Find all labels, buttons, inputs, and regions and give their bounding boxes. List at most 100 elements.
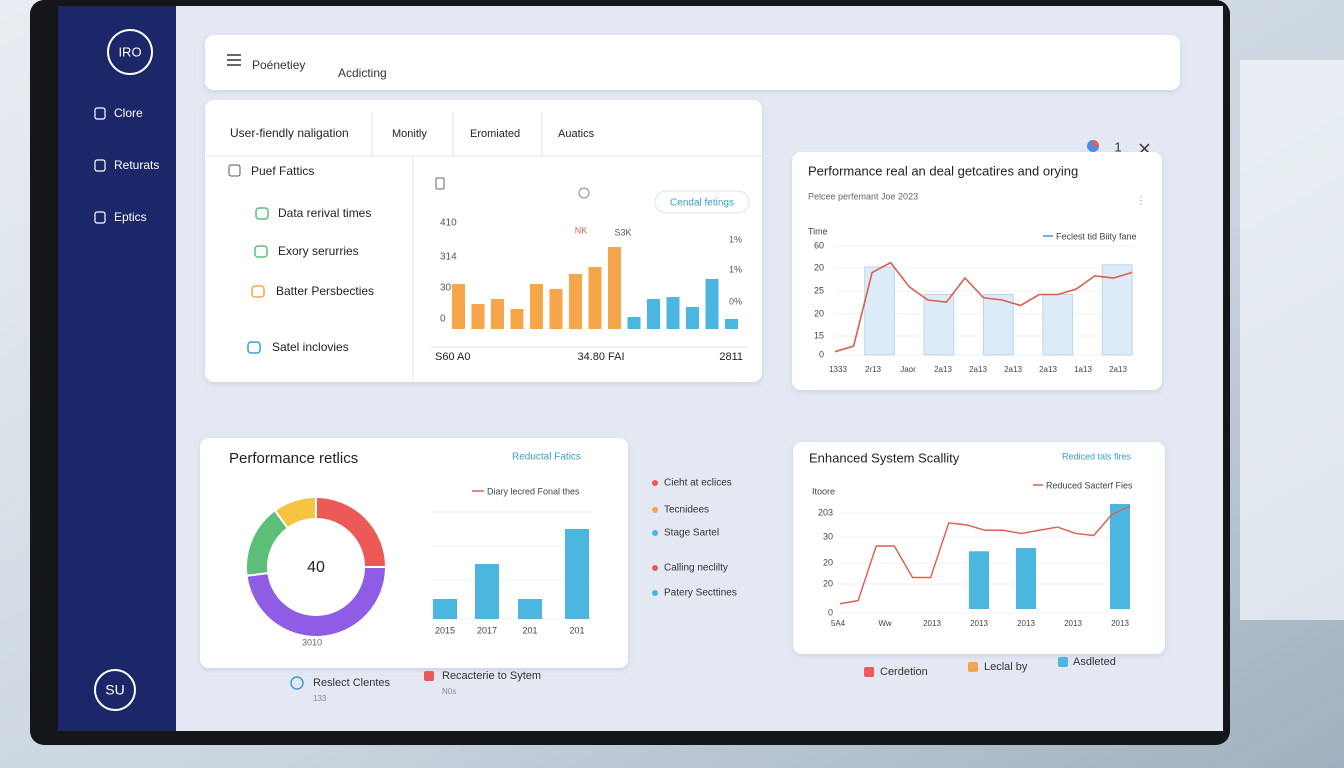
trend-line bbox=[839, 505, 1131, 605]
y-tick-label: 20 bbox=[814, 262, 824, 272]
donut-caption: 3010 bbox=[302, 637, 322, 647]
bar bbox=[608, 247, 621, 329]
nav-icon bbox=[94, 107, 106, 120]
list-title: Puef Fattics bbox=[251, 164, 314, 178]
y2-tick-label: 1% bbox=[729, 234, 742, 244]
bar bbox=[1016, 548, 1036, 609]
bar bbox=[518, 599, 542, 619]
logo-ring bbox=[107, 29, 153, 75]
x-tick-label: Jaor bbox=[900, 365, 916, 374]
tab[interactable]: Monitly bbox=[392, 128, 427, 140]
x-tick-label: 2a13 bbox=[1004, 365, 1022, 374]
legend-label: Cieht at eclices bbox=[664, 478, 732, 489]
settings-button-label: Cendal fetings bbox=[670, 198, 734, 209]
x-tick-label: 2a13 bbox=[934, 365, 952, 374]
user-avatar[interactable] bbox=[94, 669, 136, 711]
dropdown[interactable]: Reductal Fatics bbox=[512, 452, 581, 463]
tab[interactable]: Auatics bbox=[558, 128, 595, 140]
list-item[interactable]: Exory serurries bbox=[278, 244, 359, 258]
legend-label: Asdleted bbox=[1073, 656, 1116, 668]
legend-dot bbox=[652, 507, 658, 513]
legend-label: Feclest tid Biity fane bbox=[1056, 231, 1137, 241]
nav-item[interactable]: Returats bbox=[114, 158, 159, 172]
x-tick-label: 2a13 bbox=[1109, 365, 1127, 374]
bar bbox=[647, 299, 660, 329]
y-tick-label: 314 bbox=[440, 252, 457, 263]
legend-label: Stage Sartel bbox=[664, 528, 719, 539]
bar bbox=[475, 564, 499, 619]
legend-icon bbox=[290, 676, 304, 690]
y-tick-label: 0 bbox=[819, 349, 824, 359]
settings-button[interactable] bbox=[654, 190, 750, 214]
topbar-item[interactable]: Poénetiey bbox=[252, 58, 305, 72]
y-tick-label: 0 bbox=[828, 607, 833, 617]
app-icon-part bbox=[1093, 140, 1099, 146]
x-tick-label: 2a13 bbox=[1039, 365, 1057, 374]
nav-item[interactable]: Eptics bbox=[114, 210, 147, 224]
tab[interactable]: Eromiated bbox=[470, 128, 520, 140]
x-label: 2811 bbox=[719, 351, 743, 363]
list-icon bbox=[251, 285, 265, 298]
list-icon bbox=[254, 245, 268, 258]
list-item[interactable]: Batter Persbecties bbox=[276, 284, 374, 298]
dropdown[interactable]: Rediced tals fires bbox=[1062, 451, 1132, 461]
area-column bbox=[1042, 294, 1074, 356]
x-label: 34.80 FAI bbox=[577, 351, 624, 363]
legend-dot bbox=[652, 480, 658, 486]
x-tick-label: 201 bbox=[522, 625, 537, 635]
y-tick-label: 20 bbox=[823, 578, 833, 588]
x-tick-label: 1a13 bbox=[1074, 365, 1092, 374]
x-tick-label: 2013 bbox=[923, 619, 941, 628]
tab[interactable]: User-fiendly naligation bbox=[230, 126, 349, 140]
legend-icon bbox=[864, 667, 874, 677]
y-tick-label: 203 bbox=[818, 507, 833, 517]
bar bbox=[549, 289, 563, 329]
legend-label: Tecnidees bbox=[664, 505, 709, 516]
panel-title: Performance real an deal getcatires and … bbox=[808, 163, 1078, 178]
checkbox[interactable] bbox=[228, 164, 241, 177]
bar bbox=[510, 309, 524, 329]
legend-label: Reslect Clentes bbox=[313, 677, 391, 689]
more-menu[interactable]: ⋮ bbox=[1136, 196, 1146, 207]
area-column bbox=[983, 294, 1014, 356]
bar bbox=[705, 279, 719, 329]
y-tick-label: 20 bbox=[823, 557, 833, 567]
topbar bbox=[205, 35, 1180, 90]
list-item[interactable]: Satel inclovies bbox=[272, 340, 349, 354]
y2-tick-label: 0% bbox=[729, 296, 742, 306]
list-item[interactable]: Data rerival times bbox=[278, 206, 371, 220]
y-tick-label: 30 bbox=[823, 531, 833, 541]
bar bbox=[588, 267, 602, 329]
bar bbox=[530, 284, 543, 329]
legend-icon bbox=[424, 671, 434, 681]
y-tick-label: 25 bbox=[814, 285, 824, 295]
legend-label: Calling neclilty bbox=[664, 563, 728, 574]
close-icon bbox=[1139, 143, 1150, 154]
x-tick-label: 2r13 bbox=[865, 365, 882, 374]
y-tick-label: 0 bbox=[440, 314, 446, 325]
user-initials: SU bbox=[105, 682, 124, 698]
topbar-item[interactable]: Acdicting bbox=[338, 66, 387, 80]
annotation: S3K bbox=[614, 227, 631, 237]
trend-line bbox=[834, 261, 1133, 353]
legend-icon bbox=[968, 662, 978, 672]
tabs-panel bbox=[205, 100, 762, 382]
list-icon bbox=[255, 207, 269, 220]
bar bbox=[1110, 504, 1130, 609]
nav-item[interactable]: Clore bbox=[114, 106, 143, 120]
legend-icon bbox=[1058, 657, 1068, 667]
bar bbox=[491, 299, 504, 329]
x-tick-label: 2013 bbox=[1111, 619, 1129, 628]
donut-segment bbox=[273, 495, 317, 530]
x-tick-label: 2013 bbox=[1064, 619, 1082, 628]
legend-dot bbox=[652, 590, 658, 596]
y-axis-label: Time bbox=[808, 226, 828, 236]
donut-segment bbox=[245, 566, 388, 638]
bar bbox=[452, 284, 465, 329]
notification-count[interactable]: 1 bbox=[1114, 139, 1121, 154]
x-tick-label: 5A4 bbox=[831, 619, 846, 628]
bar bbox=[969, 551, 989, 609]
legend-sub: N0s bbox=[442, 687, 456, 696]
